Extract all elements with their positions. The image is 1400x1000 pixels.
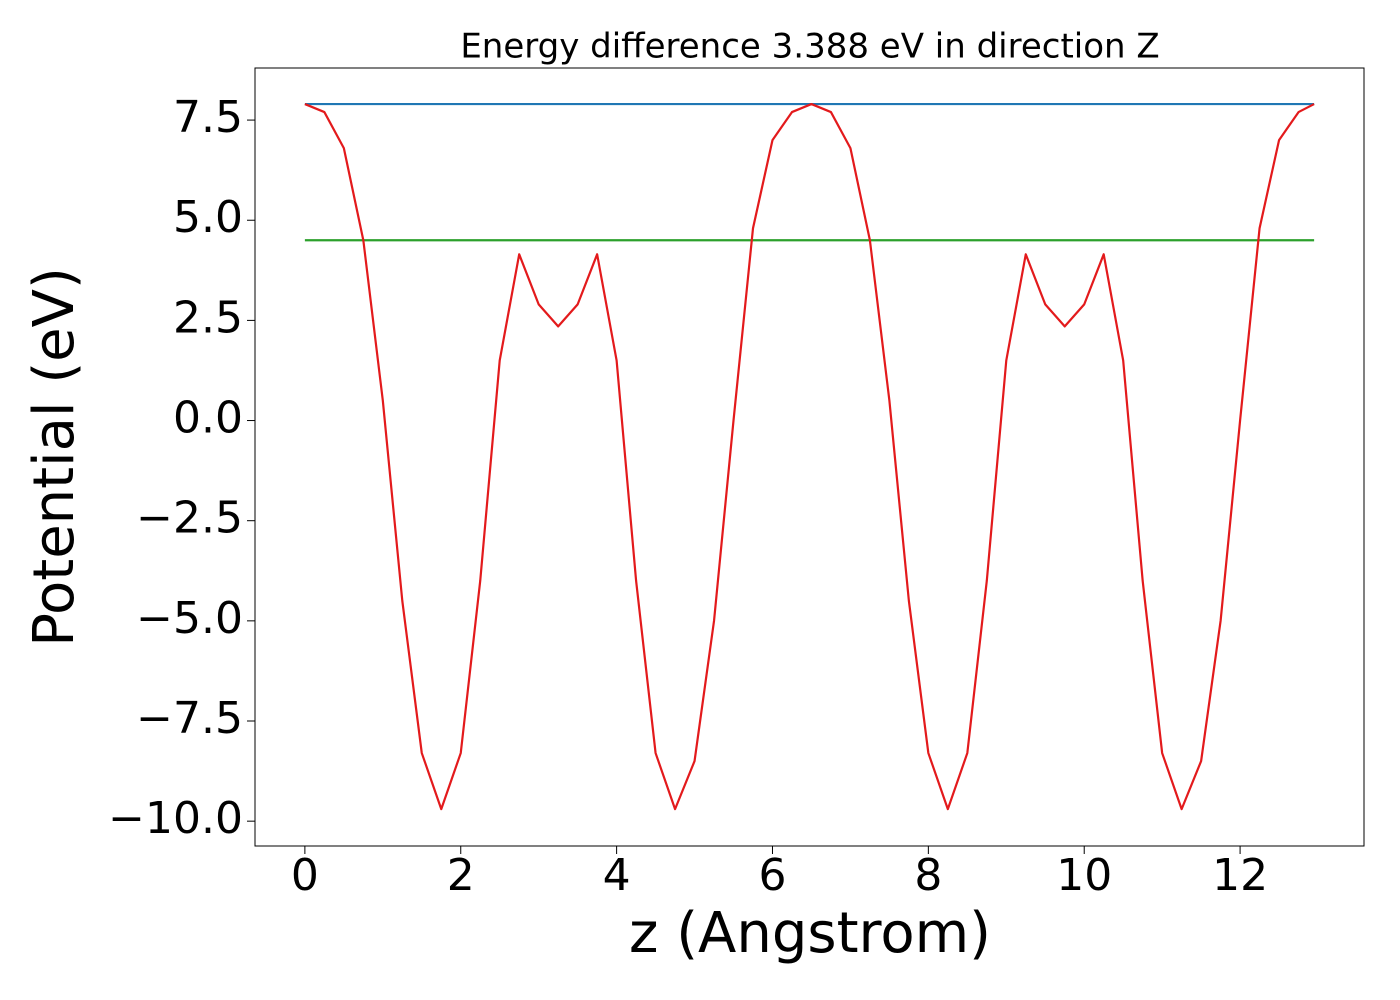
x-tick-label: 12 bbox=[1212, 850, 1268, 901]
y-tick-label: −10.0 bbox=[108, 793, 243, 844]
y-tick-label: −7.5 bbox=[136, 693, 243, 744]
y-axis-label: Potential (eV) bbox=[22, 267, 87, 647]
y-tick-label: −5.0 bbox=[136, 593, 243, 644]
y-tick-label: 2.5 bbox=[173, 292, 243, 343]
x-tick-label: 0 bbox=[291, 850, 319, 901]
x-tick-label: 4 bbox=[603, 850, 631, 901]
x-tick-label: 10 bbox=[1056, 850, 1112, 901]
x-tick-label: 6 bbox=[758, 850, 786, 901]
line-series bbox=[304, 102, 1315, 811]
y-tick-label: 7.5 bbox=[173, 92, 243, 143]
x-tick-label: 8 bbox=[914, 850, 942, 901]
y-tick-label: 0.0 bbox=[173, 393, 243, 444]
x-tick-label: 2 bbox=[447, 850, 475, 901]
x-axis-label: z (Angstrom) bbox=[629, 901, 991, 966]
y-tick-label: −2.5 bbox=[136, 493, 243, 544]
plot-frame bbox=[254, 67, 1365, 847]
chart-title: Energy difference 3.388 eV in direction … bbox=[460, 27, 1159, 67]
y-tick-label: 5.0 bbox=[173, 192, 243, 243]
